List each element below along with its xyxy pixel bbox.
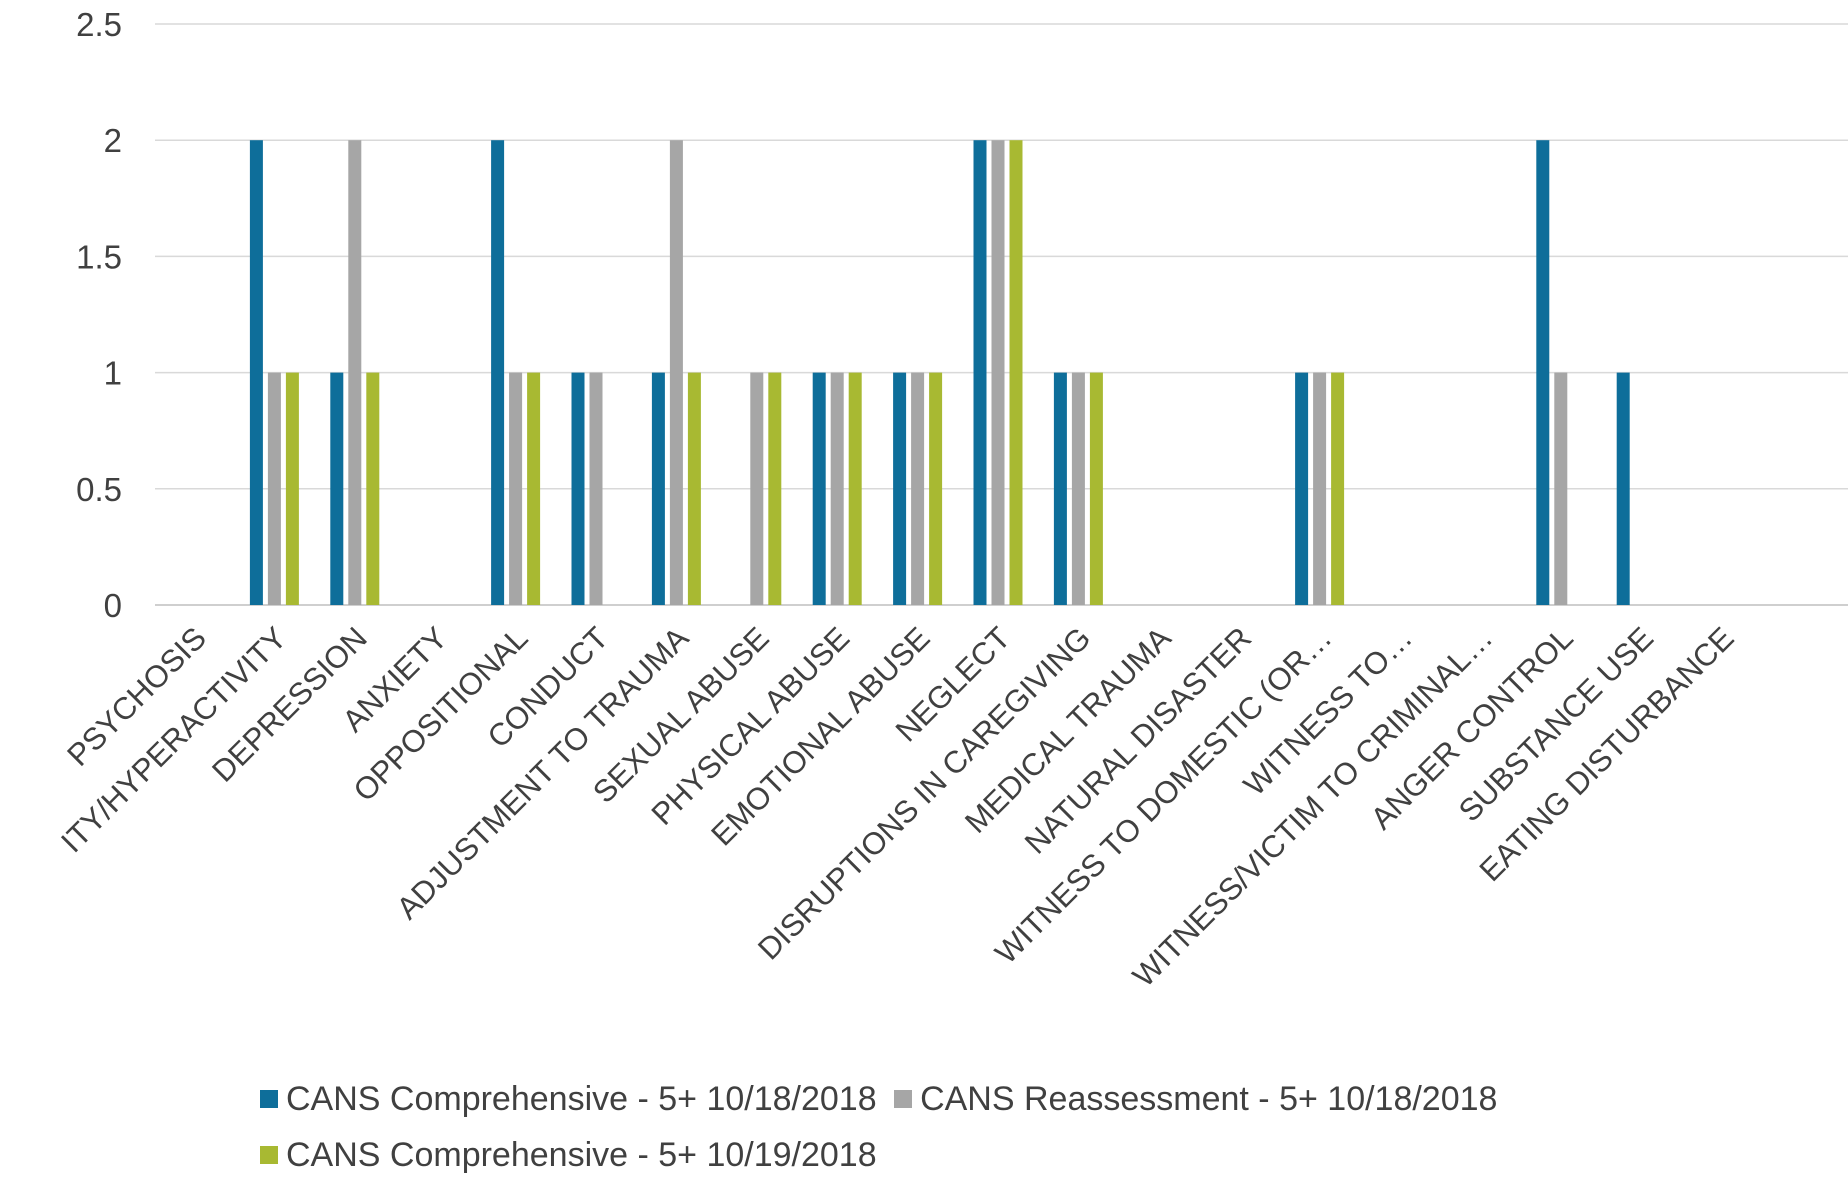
bar: [1331, 372, 1345, 605]
legend-row-2: CANS Comprehensive - 5+ 10/19/2018: [260, 1126, 1660, 1182]
y-tick-label: 0.5: [76, 471, 122, 508]
bar: [911, 372, 925, 605]
bar: [830, 372, 844, 605]
legend-row-1: CANS Comprehensive - 5+ 10/18/2018 CANS …: [260, 1070, 1660, 1126]
bar: [893, 372, 907, 605]
bar: [687, 372, 701, 605]
bar: [973, 140, 987, 605]
bars: [249, 140, 1630, 605]
bar: [366, 372, 380, 605]
y-tick-label: 1.5: [76, 238, 122, 275]
legend-item-series-2: CANS Reassessment - 5+ 10/18/2018: [894, 1072, 1497, 1126]
x-axis-ticks: PSYCHOSISITY/HYPERACTIVITYDEPRESSIONANXI…: [54, 620, 1740, 994]
bar: [651, 372, 665, 605]
bar: [509, 372, 523, 605]
bar: [267, 372, 281, 605]
bar: [1536, 140, 1550, 605]
bar: [848, 372, 862, 605]
legend-label-series-3: CANS Comprehensive - 5+ 10/19/2018: [286, 1136, 877, 1174]
bar: [1295, 372, 1309, 605]
bar: [1009, 140, 1023, 605]
bar: [285, 372, 299, 605]
bar: [571, 372, 585, 605]
y-tick-label: 2.5: [76, 6, 122, 43]
bar: [1089, 372, 1103, 605]
y-tick-label: 2: [104, 122, 122, 159]
bar-chart: 0 0.5 1 1.5 2 2.5 PSYCHOSISITY/HYPERACTIVITYD…: [54, 6, 1848, 994]
legend-swatch-series-3: [260, 1146, 278, 1164]
bar: [249, 140, 263, 605]
bar: [1053, 372, 1067, 605]
legend-label-series-2: CANS Reassessment - 5+ 10/18/2018: [920, 1080, 1498, 1118]
bar: [768, 372, 782, 605]
x-tick-label: ADJUSTMENT TO TRAUMA: [390, 620, 696, 926]
legend-item-series-1: CANS Comprehensive - 5+ 10/18/2018: [260, 1072, 877, 1126]
bar: [1616, 372, 1630, 605]
bar: [589, 372, 603, 605]
y-tick-label: 1: [104, 355, 122, 392]
legend-item-series-3: CANS Comprehensive - 5+ 10/19/2018: [260, 1128, 877, 1182]
bar: [491, 140, 505, 605]
bar: [1554, 372, 1568, 605]
bar: [929, 372, 943, 605]
bar: [669, 140, 683, 605]
legend-label-series-1: CANS Comprehensive - 5+ 10/18/2018: [286, 1080, 877, 1118]
bar: [348, 140, 362, 605]
y-axis-ticks: 0 0.5 1 1.5 2 2.5: [76, 6, 122, 624]
y-tick-label: 0: [104, 587, 122, 624]
bar: [1313, 372, 1327, 605]
bar: [330, 372, 344, 605]
bar: [812, 372, 826, 605]
legend-swatch-series-1: [260, 1090, 278, 1108]
x-tick-label: PSYCHOSIS: [60, 620, 213, 773]
bar: [991, 140, 1005, 605]
bar: [750, 372, 764, 605]
bar: [527, 372, 541, 605]
legend: CANS Comprehensive - 5+ 10/18/2018 CANS …: [260, 1070, 1660, 1182]
bar: [1071, 372, 1085, 605]
legend-swatch-series-2: [894, 1090, 913, 1108]
